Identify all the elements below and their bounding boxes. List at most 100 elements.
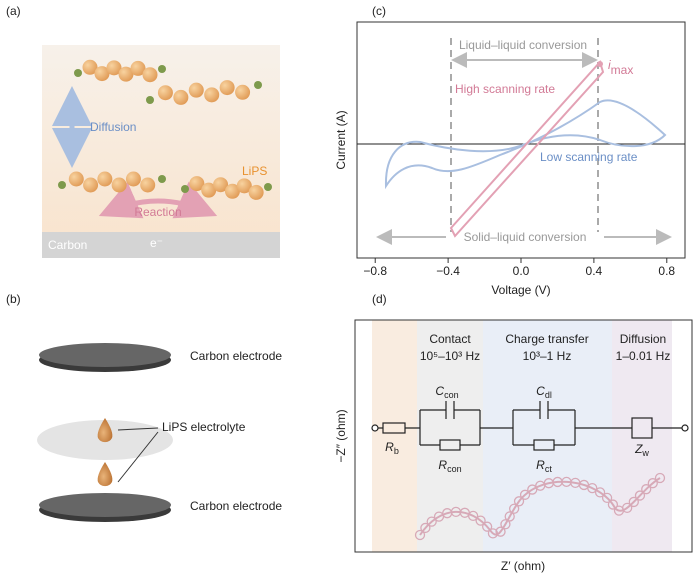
bead [219,80,235,96]
bead [236,178,252,194]
subscript: con [447,464,462,474]
carbon-strip [42,232,280,258]
nyquist-point [500,519,511,530]
panel-d: (d) −Z″ (ohm) Z′ (ohm) Contact 10⁵–10³ Hz… [334,292,693,573]
element-label: Zw [634,442,649,458]
region-frequency: 10⁵–10³ Hz [420,349,480,363]
symbol: C [536,384,545,398]
droplet [97,418,113,443]
y-axis-label: Current (A) [334,110,348,169]
cv-curve-low [384,99,667,190]
lips-chain [181,176,272,200]
element-label: Cdl [536,384,552,400]
nyquist-point [513,496,525,507]
panel-a: (a) Carbon e⁻ Diffusion LiPS Reaction [6,4,280,258]
electron-label: e⁻ [150,236,163,250]
leader-line [117,431,159,483]
symbol: R [438,458,447,472]
nyquist-point [475,515,486,526]
bead [204,87,220,103]
x-axis-label: Voltage (V) [491,283,550,297]
nyquist-point [622,502,633,514]
bead [188,82,204,98]
reaction-label: Reaction [134,205,181,219]
leader-line [117,427,159,431]
bead [97,171,113,187]
droplet [97,462,113,487]
sulfur-end [58,181,66,189]
nyquist-point [594,487,606,498]
subscript: dl [545,390,552,400]
bead [94,66,110,82]
bead [189,176,205,192]
bead [83,177,99,193]
bead [68,171,84,187]
circuit [371,401,689,451]
imax-label: imax [608,58,633,77]
element-label: Ccon [435,384,458,400]
panel-c: (c) Current (A) Voltage (V) Liquid–liqui… [334,4,686,297]
element-label: Rb [385,440,399,456]
subscript: b [394,446,399,456]
nyquist-point [426,516,437,527]
electrode [39,343,171,367]
annotation: Liquid–liquid conversion [459,38,587,52]
panel-label: (b) [6,292,21,306]
x-tick-label: 0.8 [658,264,675,278]
nyquist-curve [419,477,661,536]
x-tick-label: −0.4 [436,264,460,278]
x-tick-label: 0.0 [513,264,530,278]
nyquist-point [495,526,506,537]
nyquist-point [587,482,598,494]
bead [140,177,156,193]
region-frequency: 10³–1 Hz [523,349,572,363]
x-tick-label: 0.4 [586,264,603,278]
plot-frame [356,21,686,259]
imax-point [597,61,603,67]
bead [130,60,146,76]
nyquist-point [508,503,520,514]
carbon-label: Carbon [48,238,87,252]
y-axis-label: −Z″ (ohm) [334,409,348,462]
bead [213,177,229,193]
lips-chain [58,171,166,193]
region-title: Charge transfer [505,332,588,346]
x-tick-label: −0.8 [363,264,387,278]
reaction-arrow [98,181,218,219]
bead [111,177,127,193]
electrolyte-label: LiPS electrolyte [162,420,246,434]
sulfur-end [181,185,189,193]
subscript: ct [545,464,553,474]
lips-chain [74,59,166,83]
bead [118,66,134,82]
symbol: R [385,440,394,454]
bead [224,183,240,199]
nyquist-point [601,492,613,504]
subscript: con [444,390,459,400]
nyquist-point [634,490,646,501]
electrode [39,493,171,517]
symbol: i [608,58,611,72]
bead [142,67,158,83]
lips-label: LiPS [242,164,267,178]
sulfur-end [158,175,166,183]
subscript: max [611,63,634,77]
electrode-label: Carbon electrode [190,349,282,363]
nyquist-point [467,510,479,522]
panel-label: (d) [372,292,387,306]
nyquist-point [504,511,515,522]
nyquist-point [607,499,619,510]
annotation: High scanning rate [455,82,555,96]
nyquist-point [487,528,499,539]
bead [201,182,217,198]
element-label: Rct [536,458,552,474]
nyquist-point [420,522,431,534]
nyquist-point [519,489,531,500]
bead [235,84,251,100]
nyquist-point [481,521,493,532]
element-label: Rcon [438,458,461,474]
sulfur-end [74,69,82,77]
lips-chain [146,80,262,105]
bead [248,184,264,200]
